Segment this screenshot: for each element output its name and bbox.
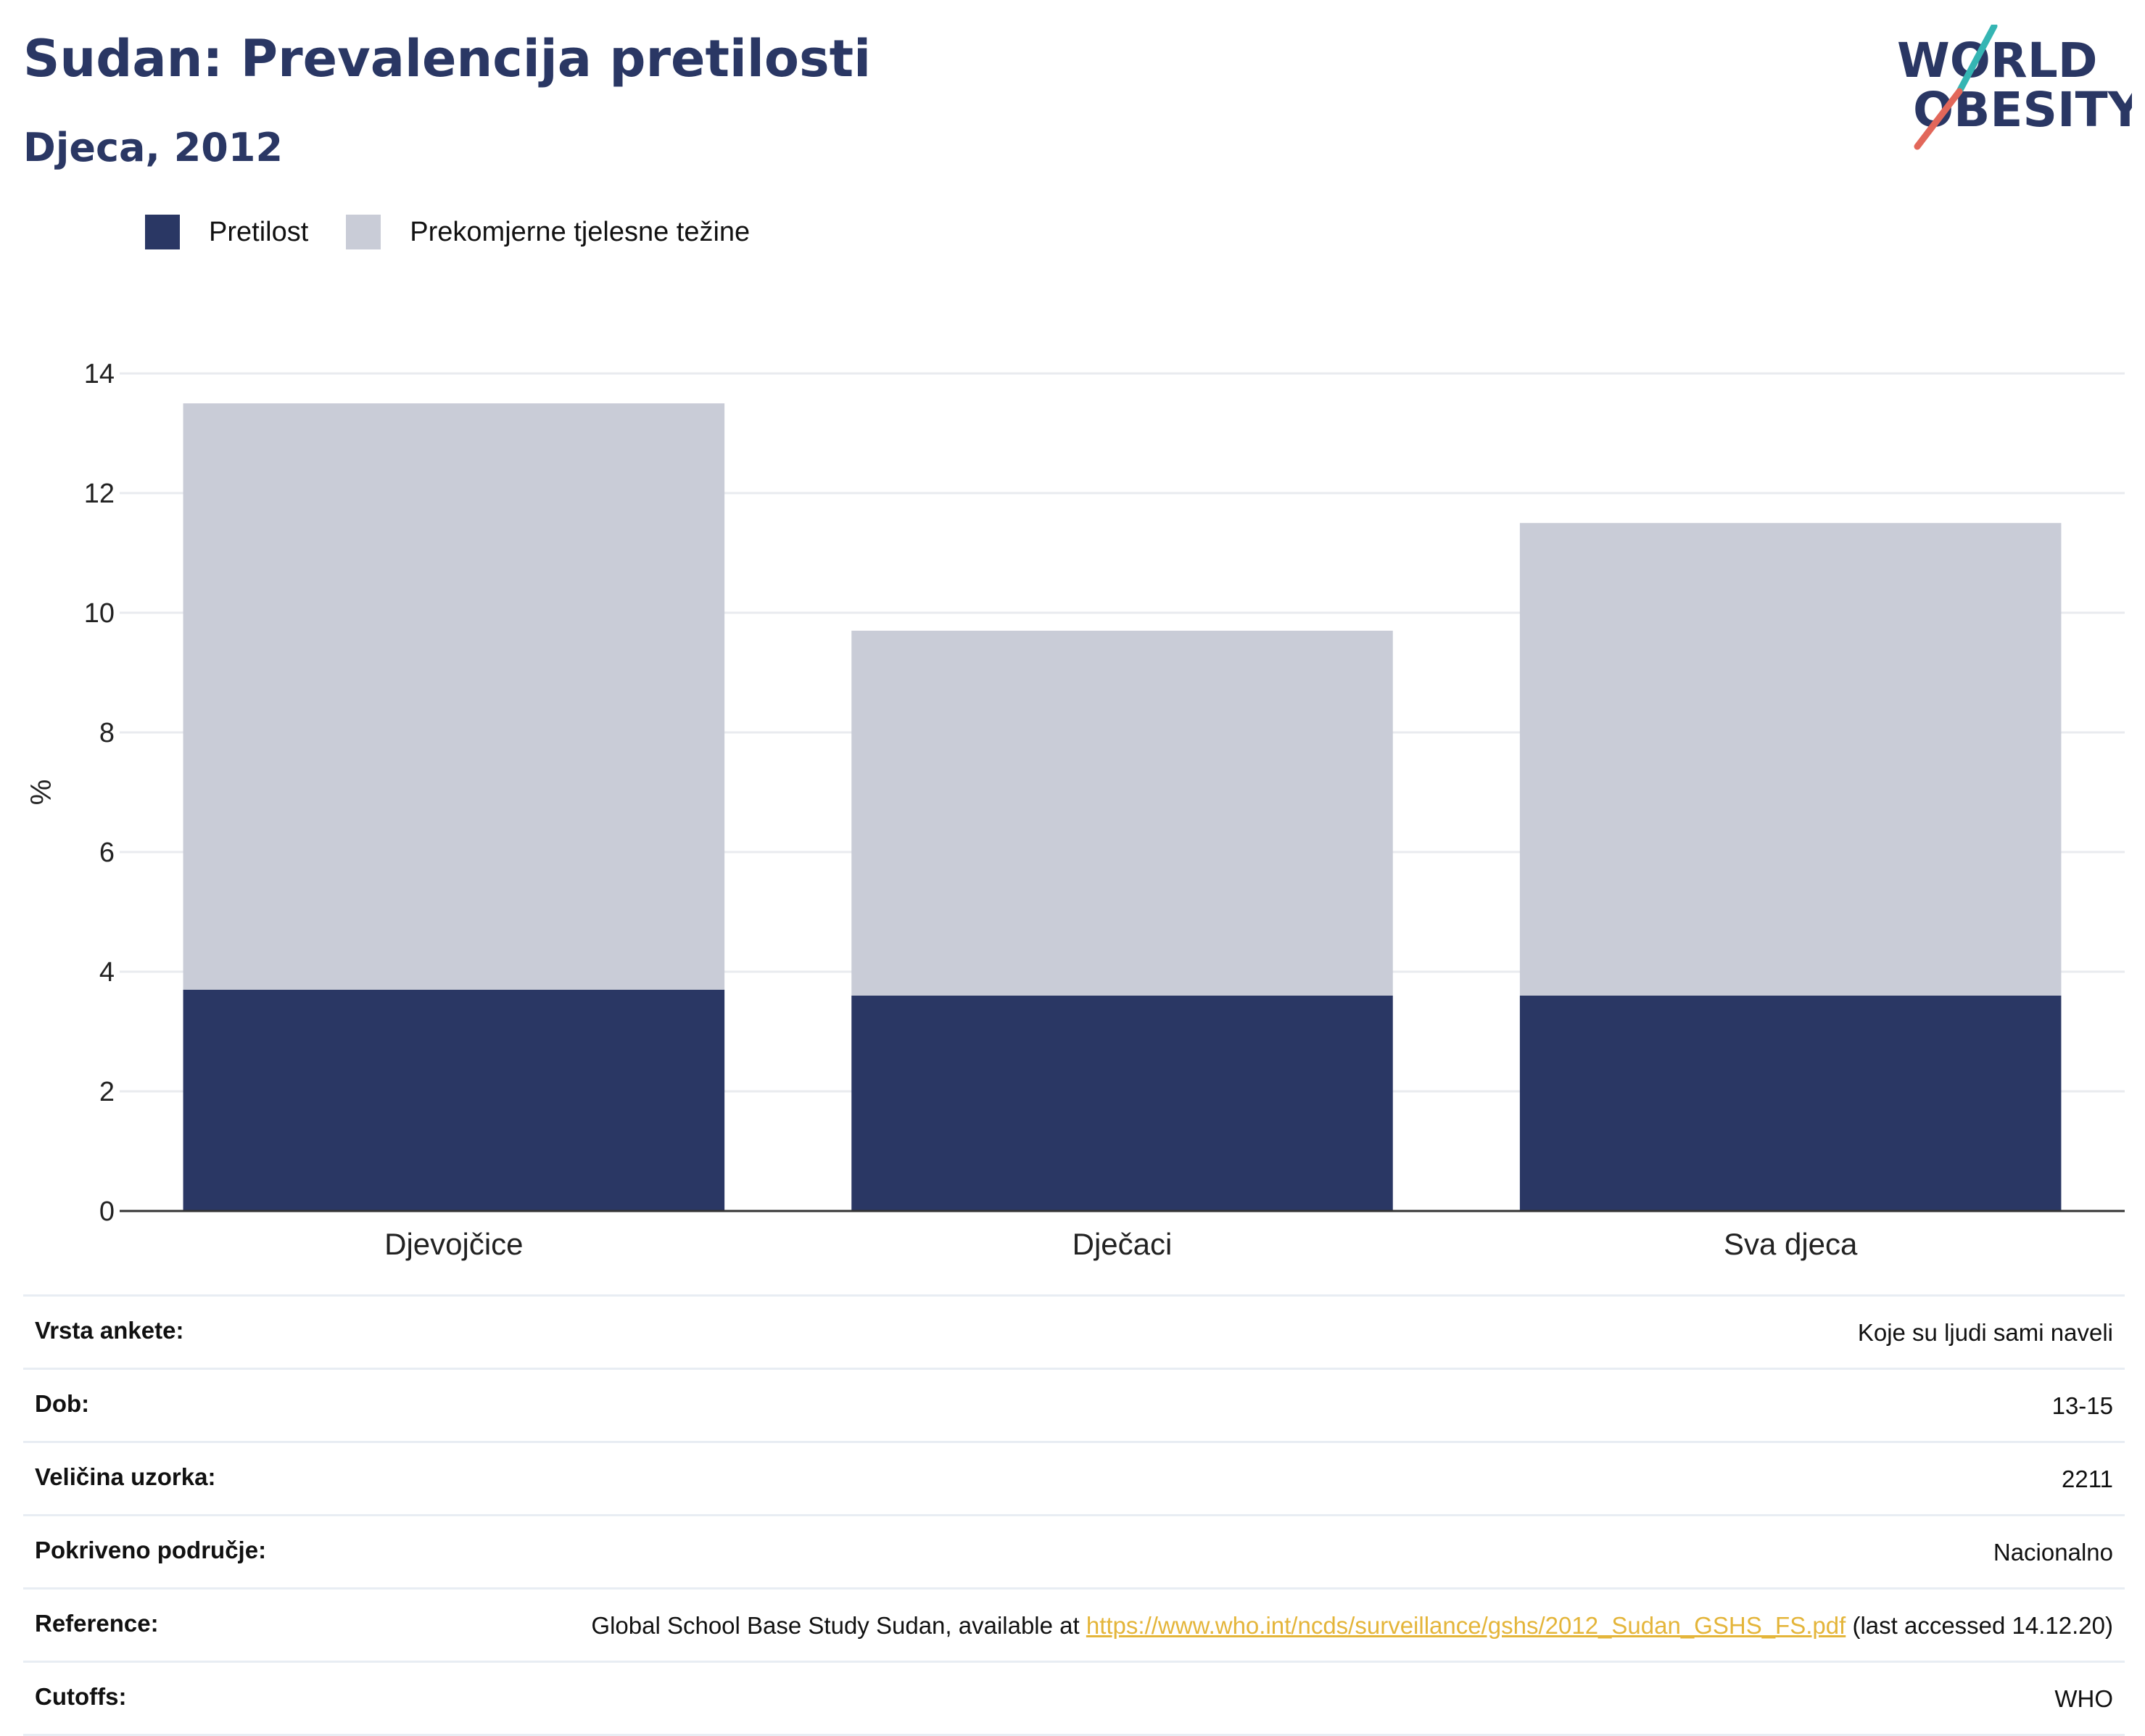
logo-word-obesity: OBESITY [1913,82,2132,138]
stacked-bar-chart: 0 2 4 6 8 10 12 14% Djevojčice Dječaci Sva djeca [25,359,2125,1261]
x-tick-label: Sva djeca [1724,1227,1858,1261]
info-value: Nacionalno [1993,1539,2113,1566]
y-tick-label: 4 [99,957,115,988]
legend-swatch-overweight [346,215,381,249]
x-tick-label: Djevojčice [384,1227,523,1261]
info-row-area: Pokriveno područje: Nacionalno [23,1514,2125,1587]
bar-obesity [851,996,1393,1211]
info-value: Koje su ljudi sami naveli [1857,1319,2113,1346]
info-key: Dob: [35,1390,90,1417]
y-tick-label: 14 [84,359,115,389]
info-key: Cutoffs: [35,1683,127,1710]
y-axis-label: % [25,780,57,806]
reference-text: Global School Base Study Sudan, availabl… [591,1612,1086,1639]
info-value: 13-15 [2051,1392,2113,1419]
info-row-age: Dob: 13-15 [23,1368,2125,1441]
info-key: Pokriveno područje: [35,1537,267,1563]
reference-accessed: (last accessed 14.12.20) [1846,1612,2113,1639]
info-row-reference: Reference: Global School Base Study Suda… [23,1587,2125,1661]
bar-overweight [183,403,725,990]
chart-subtitle: Djeca, 2012 [23,125,284,170]
world-obesity-logo: WORLD OBESITY [1897,25,2132,150]
y-tick-label: 12 [84,479,115,509]
info-key: Reference: [35,1610,159,1637]
info-value: WHO [2054,1685,2113,1712]
y-tick-label: 8 [99,718,115,748]
bar-obesity [1519,996,2062,1211]
y-tick-label: 10 [84,598,115,629]
chart-title: Sudan: Prevalencija pretilosti [23,29,872,88]
info-key: Veličina uzorka: [35,1463,216,1490]
info-row-survey-type: Vrsta ankete: Koje su ljudi sami naveli [23,1294,2125,1368]
logo-slash-teal [1956,25,1998,95]
info-row-sample-size: Veličina uzorka: 2211 [23,1441,2125,1514]
bar-obesity [183,989,725,1211]
x-tick-label: Dječaci [1072,1227,1173,1261]
y-tick-label: 0 [99,1196,115,1227]
bar-overweight [1519,523,2062,996]
logo-slash-red [1914,88,1963,150]
info-row-cutoffs: Cutoffs: WHO [23,1661,2125,1736]
logo-word-world: WORLD [1897,33,2098,88]
info-value: 2211 [2062,1466,2113,1492]
y-tick-label: 2 [99,1077,115,1107]
reference-link[interactable]: https://www.who.int/ncds/surveillance/gs… [1086,1612,1846,1639]
y-tick-label: 6 [99,838,115,868]
bar-overweight [851,630,1393,996]
chart-legend: Pretilost Prekomjerne tjelesne težine [145,215,788,249]
info-key: Vrsta ankete: [35,1317,184,1344]
info-value: Global School Base Study Sudan, availabl… [591,1610,2113,1642]
legend-label-obesity: Pretilost [209,216,309,247]
info-table: Vrsta ankete: Koje su ljudi sami naveli … [23,1294,2125,1736]
legend-label-overweight: Prekomjerne tjelesne težine [410,216,751,247]
legend-swatch-obesity [145,215,180,249]
